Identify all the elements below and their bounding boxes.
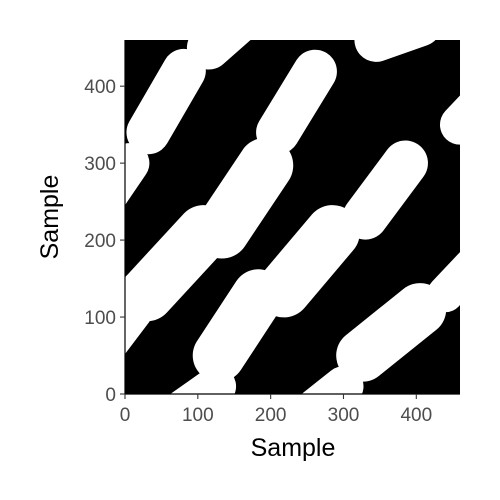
x-tick-label: 300 xyxy=(328,405,360,426)
recurrence-region-9 xyxy=(125,205,231,322)
recurrence-region-2 xyxy=(186,40,251,70)
y-tick-label: 400 xyxy=(84,77,116,98)
recurrence-region-8 xyxy=(342,140,428,240)
recurrence-region-13 xyxy=(336,283,447,382)
y-tick-label: 0 xyxy=(105,385,116,406)
recurrence-region-14 xyxy=(427,252,460,313)
recurrence-region-15 xyxy=(170,366,237,394)
y-axis-title: Sample xyxy=(36,175,64,260)
y-axis-ticks: 0 100 200 300 400 xyxy=(84,77,125,406)
recurrence-region-16 xyxy=(301,366,364,394)
y-tick-label: 200 xyxy=(84,231,116,252)
recurrence-region-10 xyxy=(256,205,360,318)
x-tick-label: 400 xyxy=(400,405,432,426)
recurrence-region-7 xyxy=(194,137,294,259)
recurrence-region-12 xyxy=(192,269,285,382)
x-tick-label: 100 xyxy=(182,405,214,426)
x-tick-label: 0 xyxy=(120,405,131,426)
recurrence-region-3 xyxy=(256,49,337,155)
axes: 0 100 200 300 400 0 100 200 300 400 xyxy=(84,40,460,426)
x-tick-label: 200 xyxy=(255,405,287,426)
y-tick-label: 100 xyxy=(84,308,116,329)
x-axis-title: Sample xyxy=(251,434,336,462)
y-tick-label: 300 xyxy=(84,154,116,175)
recurrence-region-11 xyxy=(125,288,154,354)
x-axis-ticks: 0 100 200 300 400 xyxy=(120,394,432,426)
plot-panel xyxy=(125,40,460,394)
recurrence-region-1 xyxy=(126,48,206,155)
